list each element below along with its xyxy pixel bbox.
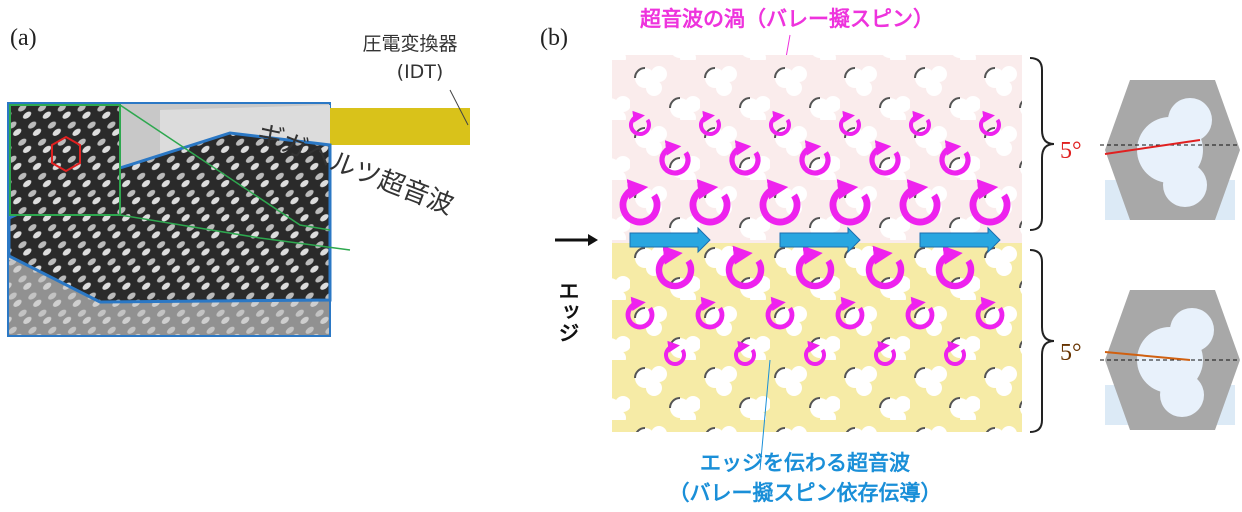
unit-cell	[51, 135, 81, 173]
edge-arrowhead	[588, 234, 598, 246]
transducer-abbr: (IDT)	[397, 61, 444, 83]
vortex	[935, 245, 975, 290]
edge-wave-arrow	[629, 226, 711, 254]
vortex	[769, 110, 791, 136]
edge-label: エッジ	[556, 280, 580, 343]
vortex	[939, 140, 971, 176]
angle-label: 5°	[1060, 340, 1082, 366]
vortex	[829, 179, 871, 226]
zoom-line	[119, 214, 351, 251]
vortex	[839, 110, 861, 136]
vortex	[899, 179, 941, 226]
vortex	[909, 110, 931, 136]
vortex	[655, 245, 695, 290]
angle-label: 5°	[1060, 138, 1082, 164]
vortex	[734, 340, 756, 366]
vortex	[865, 245, 905, 290]
vortex	[619, 179, 661, 226]
idt	[330, 108, 470, 145]
vortex	[765, 296, 795, 330]
vortex	[874, 340, 896, 366]
vortex	[795, 245, 835, 290]
leader-line	[449, 89, 469, 126]
brace	[1029, 249, 1055, 433]
vortex	[629, 110, 651, 136]
vortex	[699, 110, 721, 136]
vortex	[729, 140, 761, 176]
vortex	[625, 296, 655, 330]
vortex	[689, 179, 731, 226]
zoom-line	[119, 104, 331, 231]
inset	[9, 104, 121, 216]
vortices	[619, 110, 1011, 366]
brace	[1029, 57, 1055, 231]
edge-wave-arrow	[779, 226, 861, 254]
vortex	[944, 340, 966, 366]
edge-wave-arrow	[919, 226, 1001, 254]
edge-wave-sub: （バレー擬スピン依存伝導）	[669, 481, 942, 505]
vortex	[799, 140, 831, 176]
panel-label: (a)	[10, 25, 37, 51]
vortex	[695, 296, 725, 330]
vortex	[869, 140, 901, 176]
vortex-label: 超音波の渦（バレー擬スピン）	[640, 7, 934, 31]
vortex	[659, 140, 691, 176]
vortex	[664, 340, 686, 366]
vortex	[979, 110, 1001, 136]
vortex	[804, 340, 826, 366]
leader-line	[759, 359, 771, 471]
panel-label: (b)	[540, 25, 568, 51]
vortex	[969, 179, 1011, 226]
vortex	[975, 296, 1005, 330]
unit-cell-bottom	[1100, 290, 1240, 430]
phononic-crystal	[7, 131, 332, 304]
transducer-label: 圧電変換器	[362, 33, 457, 55]
vortex	[725, 245, 765, 290]
unit-cell-top	[1100, 80, 1240, 220]
edge-wave-label: エッジを伝わる超音波	[700, 451, 911, 475]
vortex	[835, 296, 865, 330]
vortex	[905, 296, 935, 330]
vortex	[759, 179, 801, 226]
